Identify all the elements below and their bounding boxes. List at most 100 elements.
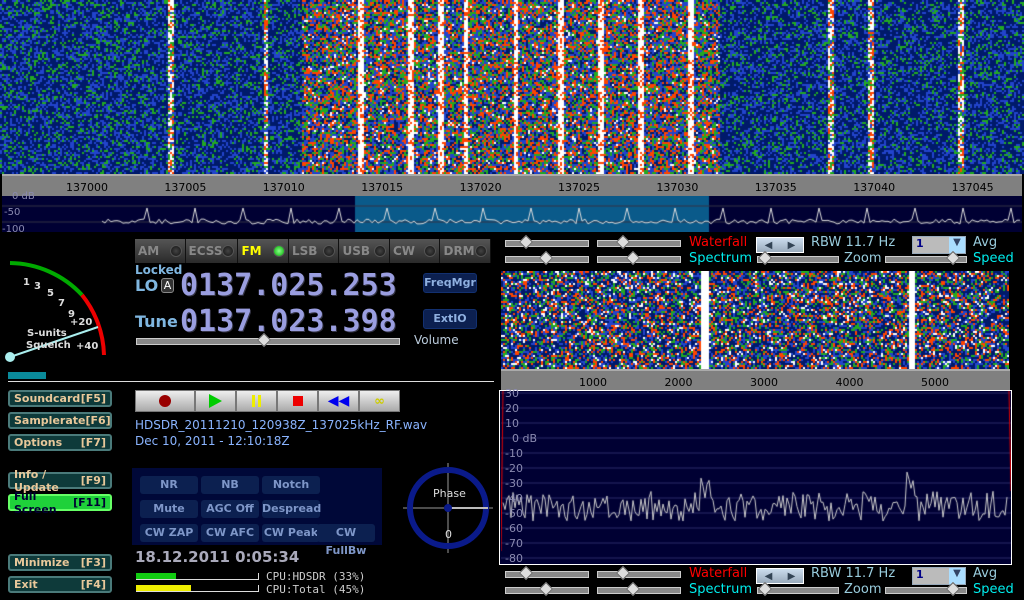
dsp-cw-zap[interactable]: CW ZAP (140, 524, 198, 542)
af-slider-b1[interactable] (597, 565, 681, 581)
button-exit[interactable]: Exit [F4] (8, 576, 112, 593)
mode-drm[interactable]: DRM (440, 239, 491, 263)
dsp-nr[interactable]: NR (140, 476, 198, 494)
freq-tick: 137040 (853, 181, 896, 194)
record-button[interactable] (135, 390, 195, 412)
rbw-label: RBW 11.7 Hz (811, 235, 896, 250)
af-db-label: -40 (505, 492, 523, 505)
led-icon (424, 245, 437, 257)
af-freq-tick: 5000 (921, 376, 949, 389)
freqmgr-button[interactable]: FreqMgr (423, 273, 477, 293)
button-label: Exit (14, 578, 38, 591)
rbw-stepper[interactable]: ◀ ▶ (756, 568, 804, 584)
button-info-update[interactable]: Info / Update [F9] (8, 468, 112, 494)
led-icon (222, 245, 235, 257)
af-slider-t3[interactable] (597, 250, 681, 266)
button-full-screen[interactable]: Full Screen [F11] (8, 490, 112, 516)
button-label: Samplerate (14, 414, 86, 427)
dsp-agc-off[interactable]: AGC Off (201, 500, 259, 518)
led-icon (323, 245, 336, 257)
af-db-label: 20 (505, 402, 519, 415)
pause-icon (252, 395, 261, 407)
dsp-cw-fullbw[interactable]: CW FullBw (317, 524, 375, 557)
led-icon (474, 245, 487, 257)
af-waterfall[interactable] (501, 271, 1009, 369)
frequency-ruler[interactable]: 137000 137005 137010 137015 137020 137025 1370… (2, 174, 1022, 196)
dsp-nb[interactable]: NB (201, 476, 259, 494)
record-icon (159, 395, 171, 407)
s-units-label: S-units (27, 328, 67, 339)
s-scale: 7 (58, 298, 65, 309)
cpu-hdsdr-label: CPU:HDSDR (33%) (266, 570, 366, 583)
dsp-mute[interactable]: Mute (140, 500, 198, 518)
stop-button[interactable] (277, 390, 318, 412)
freq-tick: 137010 (262, 181, 305, 194)
chevron-down-icon: ▼ (949, 237, 965, 253)
mode-fm[interactable]: FM (238, 239, 289, 263)
tune-frequency[interactable]: 0137.023.398 (180, 304, 397, 339)
button-label: Soundcard (14, 392, 81, 405)
pause-button[interactable] (236, 390, 277, 412)
extio-button[interactable]: ExtIO (423, 309, 477, 329)
af-slider-t1[interactable] (597, 234, 681, 250)
dsp-notch[interactable]: Notch (262, 476, 320, 494)
zoom-slider[interactable] (757, 581, 839, 597)
button-samplerate[interactable]: Samplerate [F6] (8, 412, 112, 429)
dsp-despread[interactable]: Despread (262, 500, 321, 518)
mode-selector: AM ECSS FM LSB USB CW DRM (135, 239, 491, 263)
button-minimize[interactable]: Minimize [F3] (8, 554, 112, 571)
af-slider-b0[interactable] (505, 565, 589, 581)
freq-tick: 137005 (164, 181, 207, 194)
db-label: -100 (2, 224, 25, 235)
mode-ecss[interactable]: ECSS (185, 239, 239, 263)
zoom-label: Zoom (844, 582, 882, 597)
af-slider-b2[interactable] (505, 581, 589, 597)
freq-tick: 137030 (656, 181, 699, 194)
dsp-panel: NR NB Notch Mute AGC Off Despread CW ZAP CW AFC… (132, 468, 382, 557)
volume-slider[interactable] (136, 332, 400, 348)
chevron-left-icon[interactable]: ◀ (764, 239, 773, 251)
mode-usb[interactable]: USB (339, 239, 390, 263)
af-slider-t2[interactable] (505, 250, 589, 266)
speed-slider[interactable] (885, 250, 967, 266)
af-db-label: -10 (505, 447, 523, 460)
af-db-label: 10 (505, 417, 519, 430)
af-freq-tick: 2000 (664, 376, 693, 389)
mode-am[interactable]: AM (135, 239, 186, 263)
loop-button[interactable]: ∞ (359, 390, 400, 412)
play-button[interactable] (195, 390, 236, 412)
clock: 18.12.2011 0:05:34 (135, 548, 300, 566)
af-db-label: -70 (505, 537, 523, 550)
button-options[interactable]: Options [F7] (8, 434, 112, 451)
button-soundcard[interactable]: Soundcard [F5] (8, 390, 112, 407)
chevron-right-icon[interactable]: ▶ (787, 239, 796, 251)
play-icon (209, 394, 222, 408)
chevron-left-icon[interactable]: ◀ (764, 570, 773, 582)
lo-frequency[interactable]: 0137.025.253 (180, 268, 397, 303)
af-spectrum[interactable] (501, 391, 1011, 563)
lo-lock-button[interactable]: A (161, 278, 174, 293)
zoom-slider[interactable] (757, 250, 839, 266)
dsp-cw-peak[interactable]: CW Peak (262, 524, 320, 542)
af-slider-b3[interactable] (597, 581, 681, 597)
mode-cw[interactable]: CW (389, 239, 441, 263)
freq-tick: 137020 (459, 181, 502, 194)
dsp-cw-afc[interactable]: CW AFC (201, 524, 259, 542)
main-spectrum[interactable] (2, 196, 1022, 232)
button-label: Options (14, 436, 63, 449)
avg-value: 1 (916, 237, 924, 250)
rbw-stepper[interactable]: ◀ ▶ (756, 237, 804, 253)
chevron-right-icon[interactable]: ▶ (787, 570, 796, 582)
rewind-button[interactable]: ◀◀ (318, 390, 359, 412)
speed-slider[interactable] (885, 581, 967, 597)
avg-select[interactable]: 1 ▼ (912, 236, 966, 254)
af-slider-t0[interactable] (505, 234, 589, 250)
button-label: Minimize (14, 556, 70, 569)
af-db-label: 30 (505, 387, 519, 400)
db-label: -50 (4, 207, 21, 218)
mode-lsb[interactable]: LSB (288, 239, 340, 263)
main-waterfall[interactable] (0, 0, 1024, 174)
squelch-bar[interactable] (8, 372, 46, 379)
af-frequency-ruler[interactable]: 1000 2000 3000 4000 5000 (501, 369, 1010, 390)
avg-select[interactable]: 1 ▼ (912, 567, 966, 585)
